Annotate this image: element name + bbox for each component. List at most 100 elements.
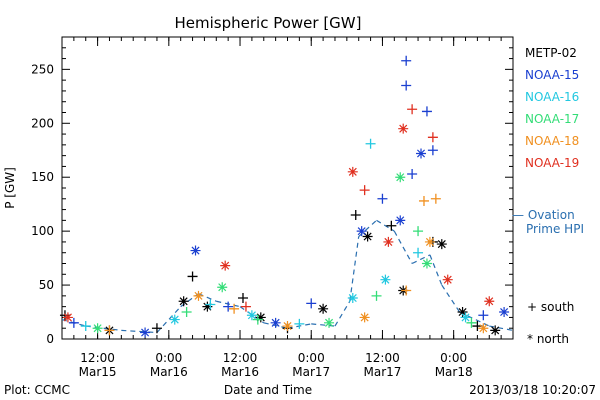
south-marker: [401, 55, 412, 66]
y-axis-label: P [GW]: [3, 167, 17, 209]
north-marker: [190, 245, 201, 256]
y-tick-label: 100: [31, 224, 54, 238]
ovation-segment: [156, 306, 182, 333]
north-marker: [347, 293, 358, 304]
south-marker: [401, 285, 412, 296]
south-marker: [377, 193, 388, 204]
south-marker: [371, 290, 382, 301]
north-marker: [359, 312, 370, 323]
footer-plot-credit: Plot: CCMC: [4, 383, 70, 397]
north-marker: [193, 290, 204, 301]
x-tick-label: 0:00: [155, 351, 182, 365]
south-marker: [466, 317, 477, 328]
south-marker: [181, 307, 192, 318]
south-marker: [223, 301, 234, 312]
y-tick-label: 150: [31, 170, 54, 184]
north-marker: [217, 282, 228, 293]
south-marker: [306, 298, 317, 309]
south-marker: [151, 323, 162, 334]
south-marker: [413, 247, 424, 258]
series-noaa-15: [68, 55, 510, 338]
south-marker: [418, 195, 429, 206]
x-tick-label: 12:00: [80, 351, 115, 365]
y-tick-label: 0: [46, 332, 54, 346]
x-tick-label: 0:00: [298, 351, 325, 365]
ovation-segment: [198, 293, 217, 302]
south-marker: [430, 193, 441, 204]
footer-timestamp: 2013/03/18 10:20:07: [469, 383, 596, 397]
north-marker: [457, 307, 468, 318]
south-marker: [187, 271, 198, 282]
north-marker: [499, 307, 510, 318]
south-marker: [294, 318, 305, 329]
plot-frame: [61, 36, 514, 340]
x-tick-label: Mar16: [150, 365, 188, 379]
series-noaa-16: [80, 138, 471, 332]
ovation-segment: [239, 306, 265, 324]
north-marker: [383, 236, 394, 247]
north-marker: [395, 215, 406, 226]
south-marker: [350, 209, 361, 220]
legend-ovation: — Ovation: [512, 208, 575, 222]
north-marker: [398, 123, 409, 134]
north-marker: [347, 166, 358, 177]
legend-ovation: Prime HPI: [526, 222, 584, 236]
legend-item: NOAA-15: [525, 68, 579, 82]
x-tick-label: Mar17: [292, 365, 330, 379]
north-marker: [380, 274, 391, 285]
ovation-segment: [85, 325, 122, 331]
north-marker: [270, 317, 281, 328]
south-marker: [427, 145, 438, 156]
series-noaa-19: [62, 104, 495, 323]
north-marker: [442, 274, 453, 285]
south-marker: [365, 138, 376, 149]
legend-item: NOAA-17: [525, 112, 579, 126]
north-marker: [478, 323, 489, 334]
south-marker: [252, 314, 263, 325]
ovation-segment: [429, 254, 443, 286]
north-marker: [436, 239, 447, 250]
north-marker: [282, 321, 293, 332]
plot-area: 05010015020025012:00Mar150:00Mar1612:00M…: [31, 36, 514, 379]
south-marker: [68, 317, 79, 328]
series-noaa-18: [104, 193, 489, 336]
legend-item: NOAA-19: [525, 156, 579, 170]
chart-title: Hemispheric Power [GW]: [175, 14, 362, 32]
x-tick-label: 0:00: [440, 351, 467, 365]
south-marker: [240, 301, 251, 312]
legend-south-symbol: + south: [527, 300, 574, 314]
x-tick-label: 12:00: [365, 351, 400, 365]
ovation-segment: [393, 230, 413, 264]
south-marker: [359, 185, 370, 196]
north-marker: [318, 303, 329, 314]
ovation-segment: [489, 325, 514, 331]
y-tick-label: 200: [31, 116, 54, 130]
ovation-segment: [411, 254, 431, 265]
x-tick-label: Mar16: [221, 365, 259, 379]
legend-north-symbol: * north: [527, 332, 569, 346]
south-marker: [80, 321, 91, 332]
x-axis-label: Date and Time: [224, 383, 312, 397]
x-tick-label: Mar18: [435, 365, 473, 379]
south-marker: [421, 106, 432, 117]
legend-item: METP-02: [525, 46, 577, 60]
south-marker: [407, 168, 418, 179]
legend-item: NOAA-18: [525, 134, 579, 148]
north-marker: [362, 231, 373, 242]
south-marker: [205, 299, 216, 310]
north-marker: [62, 312, 73, 323]
x-tick-label: 12:00: [223, 351, 258, 365]
series-noaa-17: [92, 172, 477, 334]
north-marker: [490, 325, 501, 336]
x-tick-label: Mar17: [363, 365, 401, 379]
south-marker: [237, 293, 248, 304]
ovation-segment: [441, 284, 461, 313]
ovation-series: [61, 219, 514, 334]
north-marker: [324, 317, 335, 328]
ovation-segment: [334, 300, 351, 327]
south-marker: [229, 303, 240, 314]
ovation-segment: [459, 311, 490, 327]
south-marker: [104, 325, 115, 336]
north-marker: [356, 226, 367, 237]
